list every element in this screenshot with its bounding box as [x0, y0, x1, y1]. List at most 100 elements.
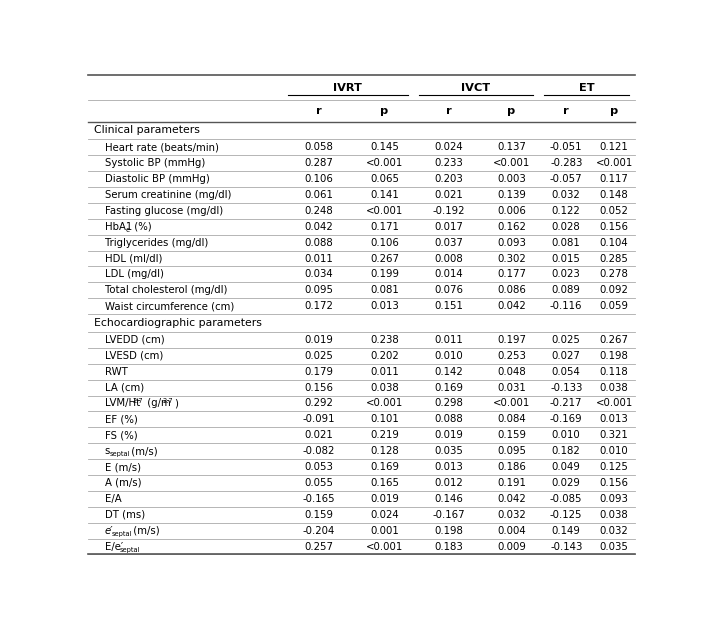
- Text: 0.285: 0.285: [599, 254, 628, 264]
- Text: 0.038: 0.038: [600, 510, 628, 520]
- Text: LVEDD (cm): LVEDD (cm): [104, 335, 164, 345]
- Text: 0.019: 0.019: [370, 494, 399, 504]
- Text: EF (%): EF (%): [104, 414, 137, 424]
- Text: (%): (%): [130, 222, 152, 232]
- Text: 0.081: 0.081: [552, 237, 581, 247]
- Text: septal: septal: [109, 452, 130, 457]
- Text: 0.058: 0.058: [305, 142, 333, 152]
- Text: r: r: [316, 106, 322, 116]
- Text: p: p: [610, 106, 618, 116]
- Text: e′: e′: [104, 526, 113, 536]
- Text: -0.085: -0.085: [550, 494, 582, 504]
- Text: LVM/Ht: LVM/Ht: [104, 399, 140, 409]
- Text: 0.101: 0.101: [370, 414, 399, 424]
- Text: 0.081: 0.081: [370, 285, 399, 295]
- Text: -0.169: -0.169: [550, 414, 582, 424]
- Text: -0.091: -0.091: [302, 414, 335, 424]
- Text: 0.156: 0.156: [599, 478, 629, 488]
- Text: -0.125: -0.125: [550, 510, 582, 520]
- Text: 0.084: 0.084: [497, 414, 526, 424]
- Text: 0.086: 0.086: [497, 285, 526, 295]
- Text: 0.117: 0.117: [599, 174, 628, 184]
- Text: E/e′: E/e′: [104, 541, 123, 551]
- Text: 0.042: 0.042: [305, 222, 333, 232]
- Text: 0.179: 0.179: [305, 367, 333, 377]
- Text: 0.171: 0.171: [370, 222, 399, 232]
- Text: 0.019: 0.019: [305, 335, 333, 345]
- Text: 0.162: 0.162: [497, 222, 526, 232]
- Text: 0.059: 0.059: [599, 301, 629, 312]
- Text: LDL (mg/dl): LDL (mg/dl): [104, 269, 164, 279]
- Text: -0.167: -0.167: [432, 510, 465, 520]
- Text: -0.057: -0.057: [550, 174, 582, 184]
- Text: 0.186: 0.186: [497, 462, 526, 472]
- Text: 0.024: 0.024: [370, 510, 399, 520]
- Text: 0.169: 0.169: [370, 462, 399, 472]
- Text: 0.025: 0.025: [305, 351, 333, 361]
- Text: 0.302: 0.302: [497, 254, 526, 264]
- Text: 0.017: 0.017: [434, 222, 463, 232]
- Text: 0.118: 0.118: [600, 367, 628, 377]
- Text: p: p: [508, 106, 515, 116]
- Text: Waist circumference (cm): Waist circumference (cm): [104, 301, 234, 312]
- Text: 0.125: 0.125: [599, 462, 628, 472]
- Text: 0.052: 0.052: [599, 206, 628, 216]
- Text: 0.028: 0.028: [552, 222, 581, 232]
- Text: 0.011: 0.011: [305, 254, 333, 264]
- Text: 0.278: 0.278: [599, 269, 628, 279]
- Text: 0.037: 0.037: [434, 237, 463, 247]
- Text: 0.191: 0.191: [497, 478, 526, 488]
- Text: Heart rate (beats/min): Heart rate (beats/min): [104, 142, 219, 152]
- Text: <0.001: <0.001: [493, 399, 530, 409]
- Text: -0.192: -0.192: [432, 206, 465, 216]
- Text: 0.253: 0.253: [497, 351, 526, 361]
- Text: <0.001: <0.001: [366, 541, 403, 551]
- Text: 0.092: 0.092: [599, 285, 628, 295]
- Text: 0.095: 0.095: [497, 446, 526, 456]
- Text: IVRT: IVRT: [333, 83, 362, 93]
- Text: 0.139: 0.139: [497, 190, 526, 200]
- Text: 0.019: 0.019: [434, 430, 463, 440]
- Text: 0.013: 0.013: [370, 301, 399, 312]
- Text: 0.292: 0.292: [305, 399, 333, 409]
- Text: -0.082: -0.082: [302, 446, 335, 456]
- Text: 0.012: 0.012: [434, 478, 463, 488]
- Text: 0.095: 0.095: [305, 285, 333, 295]
- Text: <0.001: <0.001: [366, 158, 403, 168]
- Text: Systolic BP (mmHg): Systolic BP (mmHg): [104, 158, 205, 168]
- Text: 0.032: 0.032: [552, 190, 581, 200]
- Text: 0.061: 0.061: [305, 190, 333, 200]
- Text: 0.159: 0.159: [305, 510, 333, 520]
- Text: 0.137: 0.137: [497, 142, 526, 152]
- Text: Total cholesterol (mg/dl): Total cholesterol (mg/dl): [104, 285, 227, 295]
- Text: <0.001: <0.001: [493, 158, 530, 168]
- Text: A (m/s): A (m/s): [104, 478, 141, 488]
- Text: 0.197: 0.197: [497, 335, 526, 345]
- Text: 0.145: 0.145: [370, 142, 399, 152]
- Text: 0.004: 0.004: [497, 526, 526, 536]
- Text: 0.146: 0.146: [434, 494, 463, 504]
- Text: Clinical parameters: Clinical parameters: [94, 125, 200, 135]
- Text: 0.267: 0.267: [370, 254, 399, 264]
- Text: 0.053: 0.053: [305, 462, 333, 472]
- Text: septal: septal: [120, 547, 140, 553]
- Text: -0.051: -0.051: [550, 142, 582, 152]
- Text: 0.032: 0.032: [497, 510, 526, 520]
- Text: 0.165: 0.165: [370, 478, 399, 488]
- Text: 0.034: 0.034: [305, 269, 333, 279]
- Text: 0.024: 0.024: [434, 142, 463, 152]
- Text: 0.156: 0.156: [305, 383, 333, 392]
- Text: s: s: [104, 446, 110, 456]
- Text: 0.089: 0.089: [552, 285, 581, 295]
- Text: RWT: RWT: [104, 367, 128, 377]
- Text: 0.106: 0.106: [370, 237, 399, 247]
- Text: 0.267: 0.267: [599, 335, 629, 345]
- Text: 0.001: 0.001: [370, 526, 399, 536]
- Text: 0.198: 0.198: [599, 351, 628, 361]
- Text: 0.202: 0.202: [370, 351, 399, 361]
- Text: 0.151: 0.151: [434, 301, 463, 312]
- Text: 0.021: 0.021: [305, 430, 333, 440]
- Text: 0.182: 0.182: [552, 446, 581, 456]
- Text: ET: ET: [579, 83, 594, 93]
- Text: 0.149: 0.149: [552, 526, 581, 536]
